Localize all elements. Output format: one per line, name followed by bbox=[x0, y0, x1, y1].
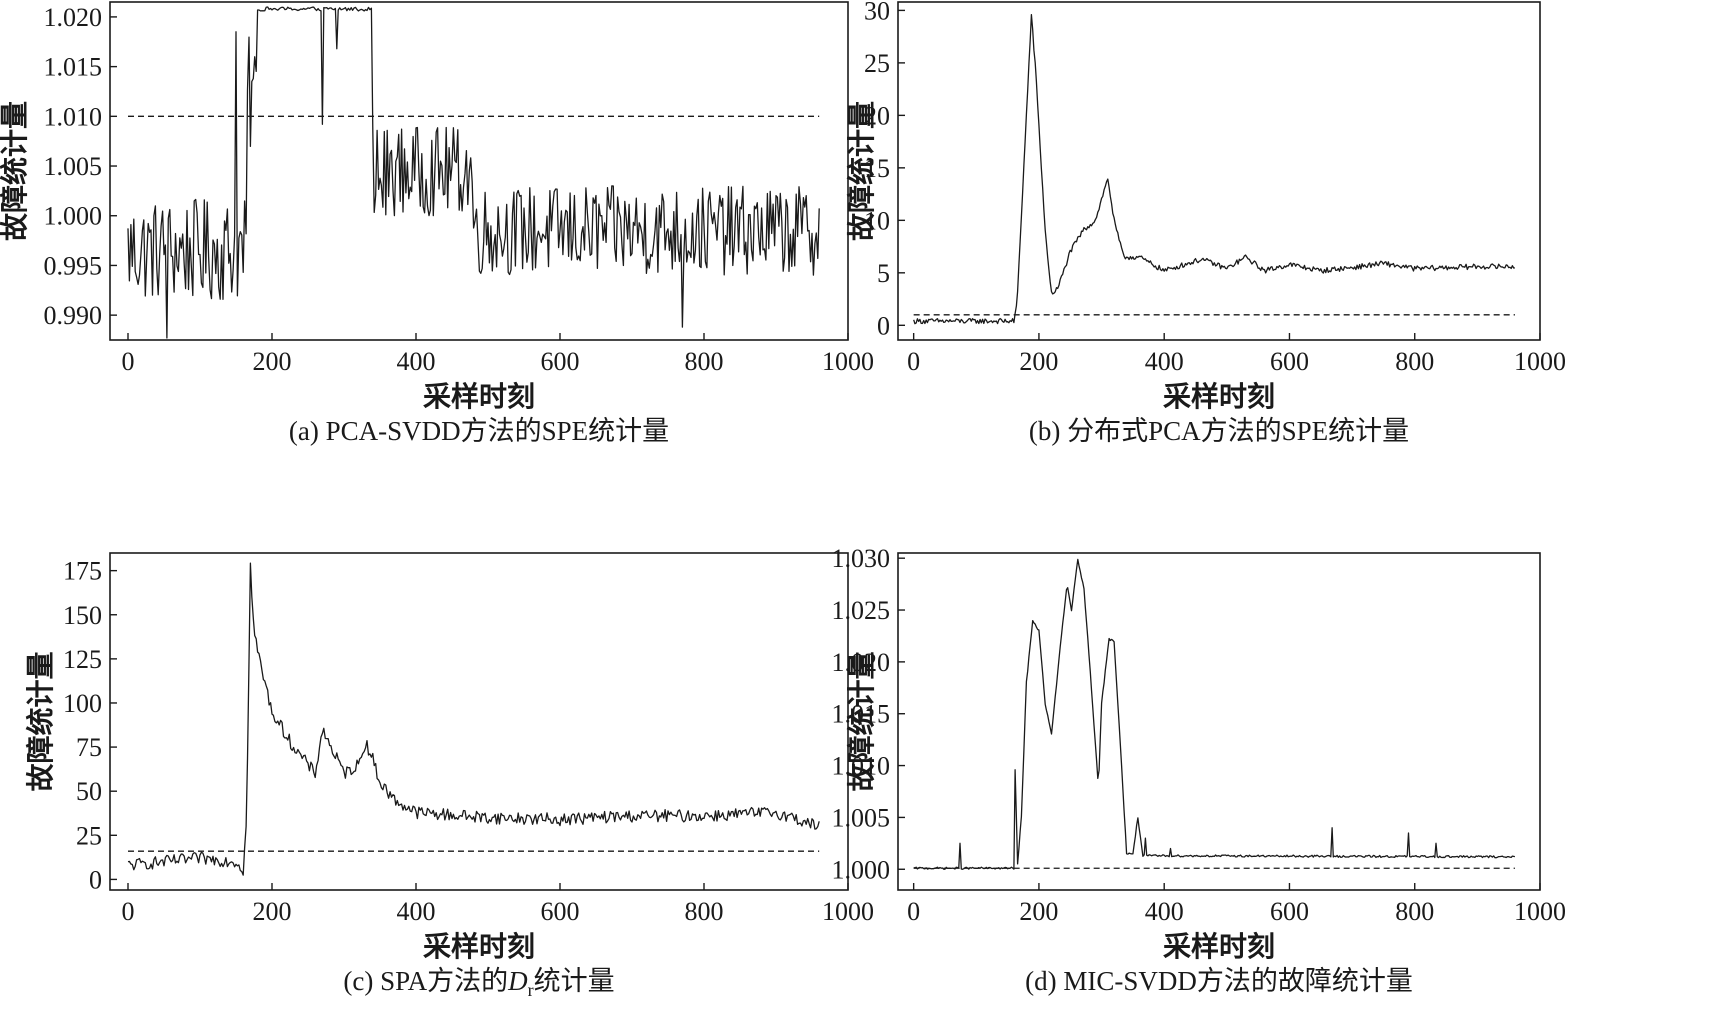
x-tick-label: 400 bbox=[397, 347, 436, 376]
y-axis-label: 故障统计量 bbox=[0, 101, 31, 241]
x-tick-label: 200 bbox=[253, 347, 292, 376]
x-tick-label: 600 bbox=[1270, 897, 1309, 926]
x-tick-label: 1000 bbox=[822, 347, 874, 376]
chart-c-root: 0 200 400 600 800 1000 0 25 50 75 100 125 150 175 采样时刻… bbox=[24, 552, 874, 1000]
y-tick-label: 0 bbox=[89, 865, 102, 894]
y-tick-label: 1.025 bbox=[832, 596, 891, 625]
x-axis-label: 采样时刻 bbox=[423, 930, 535, 963]
y-tick-label: 5 bbox=[877, 259, 890, 288]
x-tick-label: 200 bbox=[253, 897, 292, 926]
chart-a: 0 200 400 600 800 1000 0.990 0.995 1.000 1.005 1.0… bbox=[0, 1, 874, 446]
chart-caption: (a) PCA-SVDD方法的SPE统计量 bbox=[289, 416, 669, 446]
y-tick-label: 1.030 bbox=[832, 544, 891, 573]
y-tick-label: 1.000 bbox=[832, 855, 891, 884]
x-tick-label: 600 bbox=[541, 897, 580, 926]
x-tick-label: 600 bbox=[1270, 347, 1309, 376]
y-tick-label: 1.005 bbox=[832, 803, 891, 832]
chart-d-root: 0 200 400 600 800 1000 1.000 1.005 1.010 1.015 1.0… bbox=[832, 544, 1567, 996]
chart-b: 0 200 400 600 800 1000 0 5 10 15 20 25 30 采样时刻 故障统计量 (b… bbox=[845, 0, 1566, 446]
y-tick-label: 30 bbox=[864, 0, 890, 25]
y-tick-label: 1.015 bbox=[832, 700, 891, 729]
y-tick-label: 0 bbox=[877, 311, 890, 340]
y-axis-label: 故障统计量 bbox=[24, 651, 57, 791]
chart-caption: (c) SPA方法的Dr统计量 bbox=[343, 966, 614, 1000]
y-tick-label: 1.020 bbox=[44, 3, 103, 32]
plot-frame bbox=[897, 552, 1541, 891]
y-tick-label: 1.010 bbox=[832, 752, 891, 781]
plot-frame bbox=[109, 1, 849, 341]
chart-panel-a: 0 200 400 600 800 1000 0.990 0.995 1.000 1.005 1.0… bbox=[0, 0, 874, 508]
x-tick-label: 200 bbox=[1019, 897, 1058, 926]
x-tick-label: 800 bbox=[1395, 347, 1434, 376]
series-line bbox=[913, 558, 1516, 870]
x-tick-label: 0 bbox=[907, 897, 920, 926]
y-axis-label: 故障统计量 bbox=[845, 651, 878, 791]
y-tick-label: 15 bbox=[864, 154, 890, 183]
chart-panel-d: 0 200 400 600 800 1000 1.000 1.005 1.010 1.015 1.0… bbox=[832, 508, 1720, 1017]
x-tick-label: 0 bbox=[907, 347, 920, 376]
x-tick-label: 600 bbox=[541, 347, 580, 376]
y-tick-label: 150 bbox=[63, 601, 102, 630]
y-tick-label: 75 bbox=[76, 733, 102, 762]
y-tick-label: 0.995 bbox=[44, 251, 103, 280]
x-tick-label: 0 bbox=[122, 347, 135, 376]
chart-caption: (b) 分布式PCA方法的SPE统计量 bbox=[1029, 416, 1409, 446]
x-tick-label: 400 bbox=[1145, 347, 1184, 376]
x-tick-label: 800 bbox=[685, 897, 724, 926]
x-tick-label: 800 bbox=[685, 347, 724, 376]
x-axis-label: 采样时刻 bbox=[423, 380, 535, 413]
x-tick-label: 1000 bbox=[822, 897, 874, 926]
chart-panel-c: 0 200 400 600 800 1000 0 25 50 75 100 125 150 175 采样时刻… bbox=[0, 508, 874, 1017]
x-axis-label: 采样时刻 bbox=[1163, 930, 1275, 963]
y-tick-label: 0.990 bbox=[44, 301, 103, 330]
x-tick-label: 200 bbox=[1019, 347, 1058, 376]
y-tick-label: 100 bbox=[63, 689, 102, 718]
series-line bbox=[913, 13, 1515, 325]
plot-frame bbox=[109, 552, 849, 891]
y-tick-label: 50 bbox=[76, 777, 102, 806]
y-tick-label: 125 bbox=[63, 645, 102, 674]
chart-d: 0 200 400 600 800 1000 1.000 1.005 1.010 1.015 1.0… bbox=[832, 544, 1567, 996]
x-tick-label: 0 bbox=[122, 897, 135, 926]
y-tick-label: 1.005 bbox=[44, 152, 103, 181]
chart-panel-b: 0 200 400 600 800 1000 0 5 10 15 20 25 30 采样时刻 故障统计量 (b… bbox=[845, 0, 1720, 508]
y-tick-label: 25 bbox=[864, 49, 890, 78]
x-axis-label: 采样时刻 bbox=[1163, 380, 1275, 413]
y-tick-label: 175 bbox=[63, 557, 102, 586]
y-tick-label: 1.000 bbox=[44, 202, 103, 231]
y-axis-label: 故障统计量 bbox=[845, 101, 878, 241]
y-tick-label: 20 bbox=[864, 101, 890, 130]
y-tick-label: 1.015 bbox=[44, 53, 103, 82]
x-tick-label: 400 bbox=[397, 897, 436, 926]
series-line bbox=[127, 562, 820, 876]
chart-c: 0 200 400 600 800 1000 0 25 50 75 100 125 150 175 采样时刻… bbox=[24, 552, 874, 1000]
chart-caption: (d) MIC-SVDD方法的故障统计量 bbox=[1025, 966, 1413, 996]
y-tick-label: 25 bbox=[76, 821, 102, 850]
chart-a-root: 0 200 400 600 800 1000 0.990 0.995 1.000 1.005 1.0… bbox=[0, 1, 874, 446]
plot-frame bbox=[897, 1, 1541, 341]
x-tick-label: 1000 bbox=[1514, 897, 1566, 926]
x-tick-label: 1000 bbox=[1514, 347, 1566, 376]
x-tick-label: 800 bbox=[1395, 897, 1434, 926]
y-tick-label: 1.020 bbox=[832, 648, 891, 677]
x-tick-label: 400 bbox=[1145, 897, 1184, 926]
chart-b-root: 0 200 400 600 800 1000 0 5 10 15 20 25 30 采样时刻 故障统计量 (b… bbox=[845, 0, 1566, 446]
series-line bbox=[127, 6, 820, 339]
y-tick-label: 1.010 bbox=[44, 102, 103, 131]
y-tick-label: 10 bbox=[864, 206, 890, 235]
